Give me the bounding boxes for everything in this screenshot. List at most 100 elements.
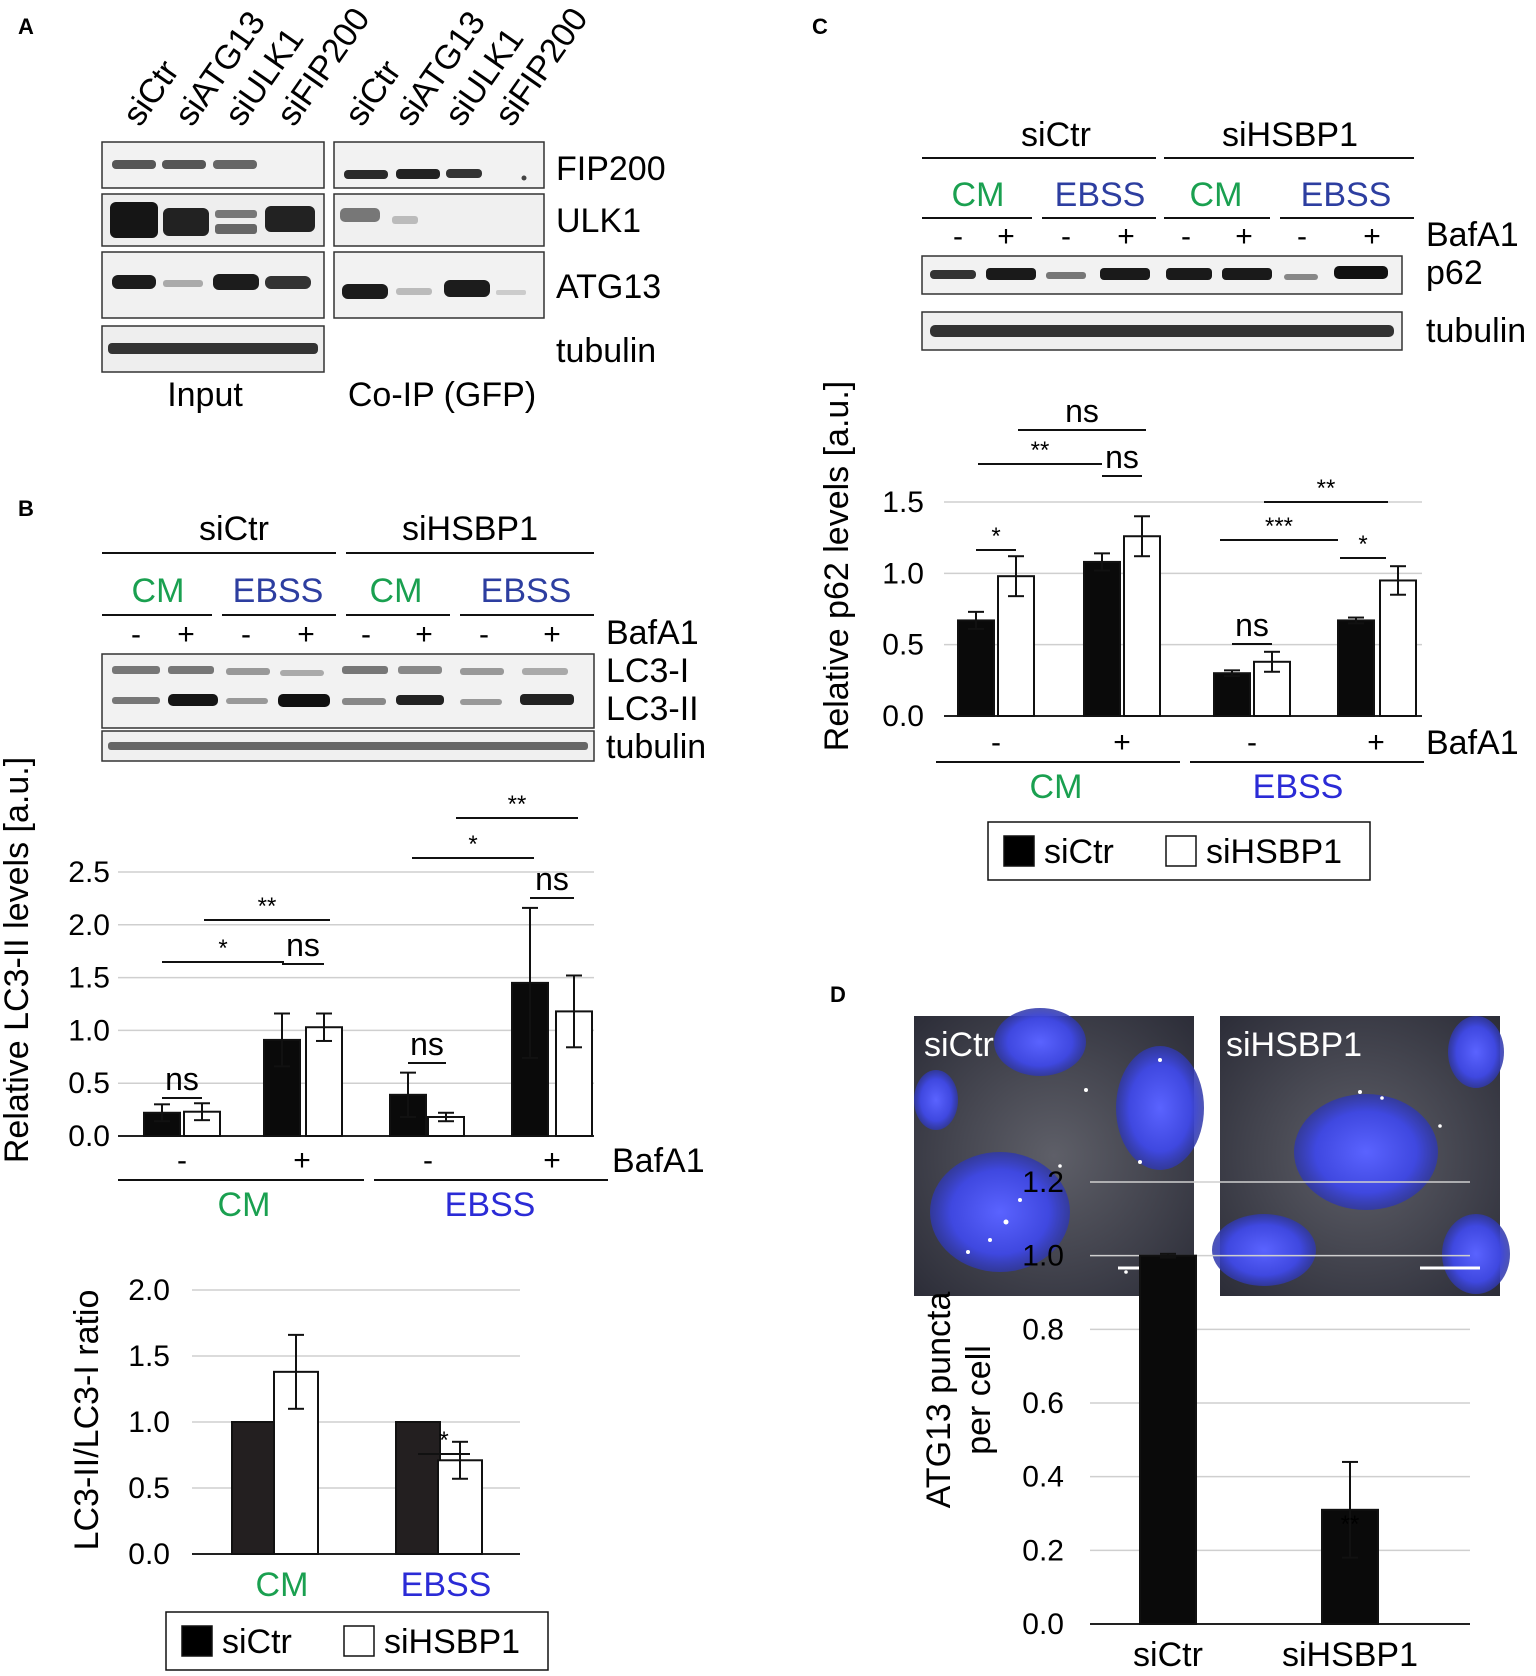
condition-label-ebss: EBSS	[233, 572, 324, 610]
bafa1-label: BafA1	[1426, 216, 1519, 254]
blot-coip	[333, 141, 545, 319]
tick-label: +	[293, 1144, 311, 1177]
blot-label: p62	[1426, 254, 1483, 292]
tick-label: +	[543, 1144, 561, 1177]
panel-a: A siCtr siATG13 siULK1 siFIP200 siCtr si…	[18, 1, 666, 414]
significance-label: ns	[410, 1026, 444, 1062]
charts-layer: 0.0 0.5 1.0 1.5 2.0 2.5 Relative LC3-II levels…	[0, 381, 1519, 1674]
bafa1-sign: +	[1235, 220, 1253, 253]
legend-swatch	[1003, 835, 1035, 867]
condition-label-cm: CM	[1190, 176, 1243, 214]
blot-label: FIP200	[556, 150, 666, 188]
group-label-sictr: siCtr	[199, 510, 269, 548]
y-tick-label: 1.0	[882, 557, 924, 590]
significance-label: ns	[1065, 393, 1099, 429]
y-tick-label: 0.5	[882, 629, 924, 662]
bafa1-sign: +	[997, 220, 1015, 253]
tick-label: -	[423, 1144, 433, 1177]
y-tick-label: 0.5	[128, 1472, 170, 1505]
bar	[1123, 535, 1161, 717]
y-tick-label: 1.5	[128, 1340, 170, 1373]
group-label: EBSS	[1253, 768, 1344, 806]
microscopy-image-sihsbp1: siHSBP1	[1212, 1016, 1510, 1296]
blot-label: tubulin	[606, 728, 706, 766]
tick-label: -	[1247, 726, 1257, 759]
image-label: siHSBP1	[1226, 1026, 1362, 1064]
group-label-sihsbp1: siHSBP1	[1222, 116, 1358, 154]
significance-label: *	[218, 935, 227, 962]
bafa1-sign: +	[415, 618, 433, 651]
y-axis-label: ATG13 puncta	[920, 1292, 958, 1509]
blot-label: ATG13	[556, 268, 661, 306]
bar	[231, 1421, 277, 1555]
blot-label: ULK1	[556, 202, 641, 240]
condition-label-ebss: EBSS	[481, 572, 572, 610]
tick-label: -	[991, 726, 1001, 759]
group-label: EBSS	[445, 1186, 536, 1224]
panel-label-c: C	[812, 14, 828, 39]
blot-label: LC3-I	[606, 652, 689, 690]
bafa1-sign: +	[177, 618, 195, 651]
bafa1-sign: +	[1363, 220, 1381, 253]
panel-label-a: A	[18, 14, 34, 39]
bar	[1139, 1254, 1197, 1625]
bar	[305, 1026, 343, 1138]
significance-label: *	[439, 1427, 448, 1454]
y-tick-label: 2.5	[68, 856, 110, 889]
significance-label: ns	[1235, 607, 1269, 643]
legend-label: siCtr	[1044, 833, 1114, 871]
bar	[183, 1110, 221, 1138]
condition-label-cm: CM	[952, 176, 1005, 214]
category-label: siCtr	[1133, 1636, 1203, 1674]
legend-label: siHSBP1	[1206, 833, 1342, 871]
tick-label: +	[1367, 726, 1385, 759]
y-tick-label: 0.0	[1022, 1608, 1064, 1641]
y-tick-label: 2.0	[68, 909, 110, 942]
y-tick-label: 1.5	[68, 962, 110, 995]
bafa1-sign: -	[1181, 220, 1191, 253]
group-label-input: Input	[167, 376, 243, 414]
significance-label: **	[258, 893, 277, 920]
bafa1-sign: -	[479, 618, 489, 651]
panel-label-d: D	[830, 982, 846, 1007]
condition-label-ebss: EBSS	[1055, 176, 1146, 214]
y-axis-label: LC3-II/LC3-I ratio	[68, 1290, 106, 1551]
bar	[1213, 672, 1251, 718]
panel-label-b: B	[18, 496, 34, 521]
condition-label-cm: CM	[370, 572, 423, 610]
tick-label: -	[177, 1144, 187, 1177]
blot-lc3	[101, 653, 595, 729]
condition-label-ebss: EBSS	[1301, 176, 1392, 214]
y-tick-label: 0.0	[882, 700, 924, 733]
group-label-sictr: siCtr	[1021, 116, 1091, 154]
legend-swatch	[181, 1625, 213, 1657]
bar	[395, 1421, 441, 1555]
bar	[997, 575, 1035, 717]
significance-label: **	[1031, 437, 1050, 464]
significance-label: ***	[1265, 513, 1293, 540]
significance-label: ns	[286, 927, 320, 963]
y-tick-label: 0.4	[1022, 1461, 1064, 1494]
lane-labels-input: siCtr siATG13 siULK1 siFIP200	[115, 1, 377, 133]
bar	[957, 619, 995, 717]
y-tick-label: 0.0	[128, 1538, 170, 1571]
bafa1-sign: -	[1061, 220, 1071, 253]
y-tick-label: 0.6	[1022, 1387, 1064, 1420]
significance-label: *	[991, 523, 1000, 550]
image-label: siCtr	[924, 1026, 994, 1064]
x-extra-label: BafA1	[1426, 724, 1519, 762]
panel-c: C siCtr siHSBP1 CM EBSS CM EBSS - + - + …	[812, 14, 1526, 351]
y-tick-label: 0.8	[1022, 1313, 1064, 1346]
significance-label: *	[468, 831, 477, 858]
y-tick-label: 1.0	[68, 1014, 110, 1047]
y-tick-label: 1.5	[882, 486, 924, 519]
significance-label: ns	[535, 861, 569, 897]
bar	[1337, 619, 1375, 717]
bafa1-sign: -	[361, 618, 371, 651]
bafa1-sign: +	[543, 618, 561, 651]
bafa1-sign: -	[953, 220, 963, 253]
y-tick-label: 0.2	[1022, 1534, 1064, 1567]
bafa1-sign: -	[1297, 220, 1307, 253]
significance-label: **	[508, 791, 527, 818]
